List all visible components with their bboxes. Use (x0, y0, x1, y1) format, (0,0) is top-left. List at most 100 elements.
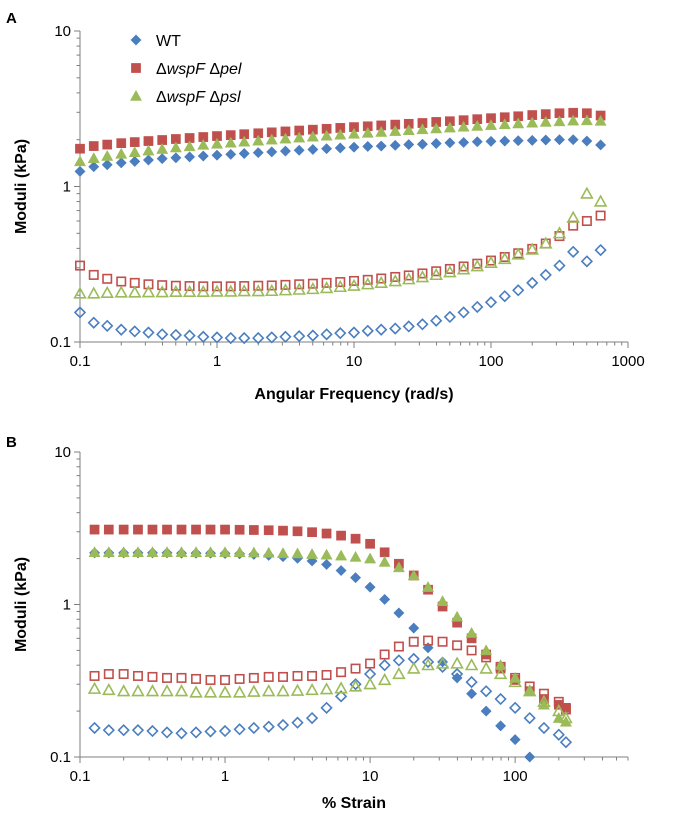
series-triangle-loss (73, 186, 608, 299)
data-point (293, 131, 306, 143)
data-point (595, 210, 606, 221)
data-point (292, 670, 303, 681)
data-point (552, 704, 566, 717)
data-point (114, 285, 129, 298)
data-point (306, 547, 319, 559)
data-point (403, 270, 414, 281)
data-point (580, 186, 594, 199)
x-tick-label: 0.1 (70, 353, 91, 370)
data-point (537, 694, 551, 707)
data-point (263, 525, 274, 536)
data-point (238, 331, 251, 345)
data-point (86, 286, 101, 299)
x-tick-label: 1 (221, 768, 229, 785)
data-point (190, 546, 203, 558)
data-point (252, 134, 265, 146)
data-point (458, 136, 470, 149)
data-point (307, 670, 318, 681)
panel-b-label: B (6, 434, 17, 451)
data-point (379, 593, 391, 605)
data-point (334, 690, 348, 703)
data-point (392, 654, 406, 667)
data-point (170, 280, 181, 291)
data-point (88, 161, 100, 173)
data-point (89, 524, 100, 535)
data-point (553, 259, 566, 272)
data-point (567, 134, 579, 146)
data-point (537, 721, 551, 735)
data-point (334, 327, 347, 340)
data-point (232, 685, 247, 698)
data-point (493, 666, 508, 680)
data-point (379, 547, 390, 558)
data-point (595, 139, 607, 151)
data-point (335, 564, 347, 577)
data-point (224, 331, 237, 345)
data-point (436, 595, 449, 606)
data-point (115, 157, 127, 169)
x-tick-label: 1 (213, 353, 221, 370)
data-point (376, 273, 387, 284)
data-point (170, 152, 182, 164)
series-triangle-loss (87, 656, 573, 724)
data-point (402, 124, 415, 135)
data-point (238, 135, 251, 147)
data-point (466, 688, 478, 700)
data-point (375, 125, 388, 137)
data-point (128, 325, 141, 338)
x-tick-label: 10 (362, 768, 379, 785)
data-point (362, 140, 374, 152)
data-point (389, 125, 402, 136)
data-point (264, 283, 279, 297)
data-point (508, 675, 522, 688)
data-point (430, 137, 442, 150)
data-point (292, 526, 303, 537)
data-point (421, 658, 435, 671)
legend-marker (129, 89, 143, 101)
y-tick-label: 1 (63, 597, 71, 614)
data-point (348, 275, 359, 286)
data-point (388, 274, 403, 287)
data-point (450, 667, 464, 681)
data-point (539, 268, 552, 282)
data-point (422, 581, 435, 592)
y-tick-label: 10 (54, 23, 71, 40)
data-point (191, 673, 202, 684)
x-axis-title: Angular Frequency (rad/s) (254, 386, 453, 403)
data-point (276, 684, 290, 697)
data-point (348, 679, 363, 692)
data-point (252, 147, 264, 159)
data-point (444, 137, 456, 149)
data-point (73, 155, 87, 167)
data-point (210, 284, 224, 297)
data-point (196, 284, 211, 298)
data-point (480, 644, 493, 656)
data-point (495, 720, 507, 732)
data-point (348, 141, 360, 153)
data-point (350, 663, 361, 674)
data-point (392, 561, 405, 573)
data-point (189, 726, 203, 739)
data-point (525, 242, 540, 255)
data-point (156, 153, 168, 165)
data-point (75, 260, 86, 271)
data-point (169, 328, 183, 342)
data-point (361, 324, 374, 337)
legend: WT ΔwspF Δpel ΔwspF Δpsl (129, 33, 242, 106)
data-point (402, 320, 415, 333)
data-point (360, 277, 375, 290)
panel-a: A 0.1 1 10 0.1 1 10 100 1000 Angular Frequency (… (6, 10, 645, 403)
data-point (290, 683, 305, 696)
data-point (279, 330, 292, 343)
data-point (87, 681, 102, 694)
data-point (129, 137, 140, 147)
data-point (364, 552, 377, 564)
y-axis-title: Moduli (kPa) (13, 139, 30, 234)
x-tick-label: 1000 (611, 353, 644, 370)
data-point (147, 671, 158, 682)
data-point (509, 734, 521, 746)
data-point (443, 310, 457, 324)
data-point (102, 273, 113, 284)
data-point (306, 282, 320, 295)
data-point (198, 281, 209, 292)
